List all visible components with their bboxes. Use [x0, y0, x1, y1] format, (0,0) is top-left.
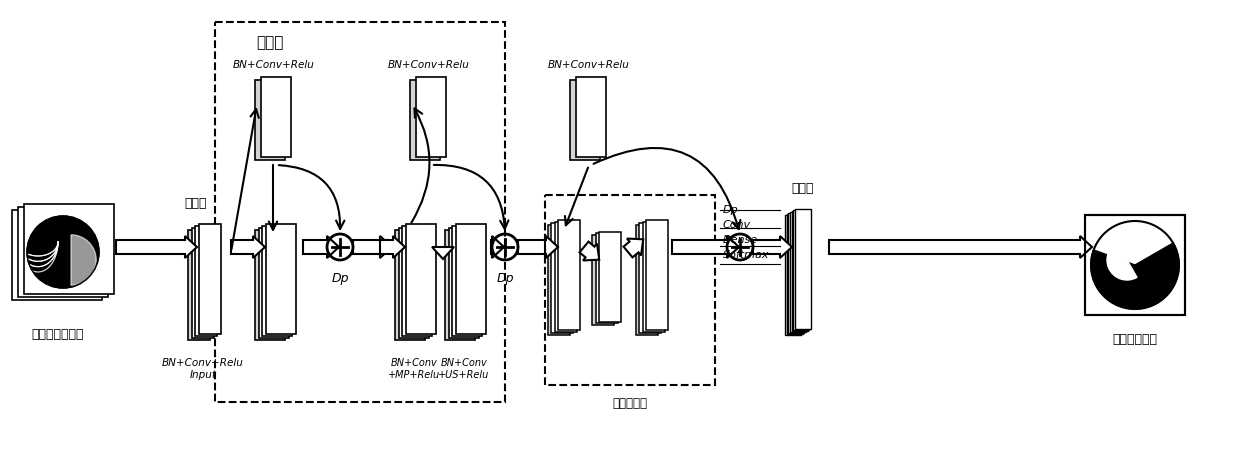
- Text: Dp: Dp: [331, 272, 348, 285]
- Polygon shape: [192, 228, 213, 338]
- Polygon shape: [558, 220, 580, 330]
- Polygon shape: [786, 214, 802, 334]
- Circle shape: [1090, 220, 1180, 310]
- Wedge shape: [1091, 243, 1179, 309]
- FancyArrow shape: [117, 236, 197, 258]
- Polygon shape: [200, 224, 221, 334]
- Wedge shape: [1107, 241, 1137, 280]
- Polygon shape: [255, 230, 285, 340]
- Circle shape: [27, 216, 99, 288]
- Wedge shape: [71, 235, 97, 285]
- FancyArrow shape: [231, 236, 265, 258]
- FancyArrow shape: [353, 236, 392, 258]
- Polygon shape: [19, 207, 108, 297]
- Text: Softmax: Softmax: [723, 250, 770, 260]
- Polygon shape: [790, 212, 806, 332]
- FancyArrow shape: [624, 238, 644, 257]
- Polygon shape: [570, 80, 600, 160]
- Polygon shape: [396, 230, 425, 340]
- Text: Input: Input: [190, 370, 217, 380]
- Polygon shape: [789, 213, 805, 333]
- Polygon shape: [196, 226, 217, 336]
- Polygon shape: [259, 228, 289, 338]
- Polygon shape: [263, 226, 293, 336]
- Polygon shape: [575, 77, 605, 157]
- Text: 输出层: 输出层: [792, 182, 815, 195]
- Polygon shape: [794, 210, 810, 330]
- Text: 输入层: 输入层: [185, 197, 207, 210]
- Text: BN+Conv+Relu: BN+Conv+Relu: [388, 60, 470, 70]
- Text: BN+Conv+Relu: BN+Conv+Relu: [233, 60, 315, 70]
- FancyArrow shape: [491, 236, 503, 258]
- Polygon shape: [795, 209, 811, 329]
- Text: 包裹倍数分布: 包裹倍数分布: [1112, 333, 1157, 346]
- Wedge shape: [1130, 235, 1159, 257]
- Text: BN+Conv+Relu: BN+Conv+Relu: [162, 358, 244, 368]
- Text: BN+Conv+Relu: BN+Conv+Relu: [548, 60, 630, 70]
- Text: Dp: Dp: [723, 205, 739, 215]
- Text: 自编码结构: 自编码结构: [613, 397, 647, 410]
- Text: BN+Conv
+MP+Relu: BN+Conv +MP+Relu: [388, 358, 440, 380]
- Text: 包裹的相位数据: 包裹的相位数据: [32, 328, 84, 341]
- Polygon shape: [552, 223, 573, 333]
- Polygon shape: [255, 80, 285, 160]
- Polygon shape: [640, 223, 661, 333]
- Polygon shape: [595, 233, 618, 323]
- Polygon shape: [599, 231, 621, 322]
- Polygon shape: [410, 80, 440, 160]
- Text: Dense: Dense: [723, 235, 758, 245]
- Polygon shape: [591, 235, 614, 325]
- FancyArrow shape: [432, 247, 454, 259]
- Text: Conv: Conv: [723, 220, 751, 230]
- Polygon shape: [548, 225, 570, 335]
- Text: Dp: Dp: [496, 272, 513, 285]
- Polygon shape: [415, 77, 445, 157]
- Polygon shape: [456, 224, 486, 334]
- Text: BN+Conv
+US+Relu: BN+Conv +US+Relu: [439, 358, 490, 380]
- Polygon shape: [407, 224, 436, 334]
- Polygon shape: [267, 224, 296, 334]
- Polygon shape: [785, 215, 801, 335]
- Polygon shape: [646, 220, 668, 330]
- FancyArrow shape: [579, 242, 599, 260]
- FancyArrow shape: [753, 236, 792, 258]
- Polygon shape: [24, 204, 114, 294]
- FancyArrow shape: [672, 236, 739, 258]
- FancyArrow shape: [518, 236, 557, 258]
- Polygon shape: [445, 230, 475, 340]
- Polygon shape: [1085, 215, 1185, 315]
- Polygon shape: [188, 230, 210, 340]
- Polygon shape: [791, 211, 807, 331]
- Polygon shape: [453, 226, 482, 336]
- Polygon shape: [399, 228, 429, 338]
- Polygon shape: [449, 228, 479, 338]
- FancyArrow shape: [303, 236, 339, 258]
- FancyArrow shape: [379, 236, 405, 258]
- Polygon shape: [554, 222, 577, 332]
- Polygon shape: [636, 225, 658, 335]
- Polygon shape: [642, 222, 665, 332]
- FancyArrow shape: [546, 236, 558, 258]
- Polygon shape: [12, 210, 102, 300]
- Polygon shape: [403, 226, 433, 336]
- Polygon shape: [260, 77, 290, 157]
- Text: 残差块: 残差块: [257, 35, 284, 50]
- FancyArrow shape: [830, 236, 1092, 258]
